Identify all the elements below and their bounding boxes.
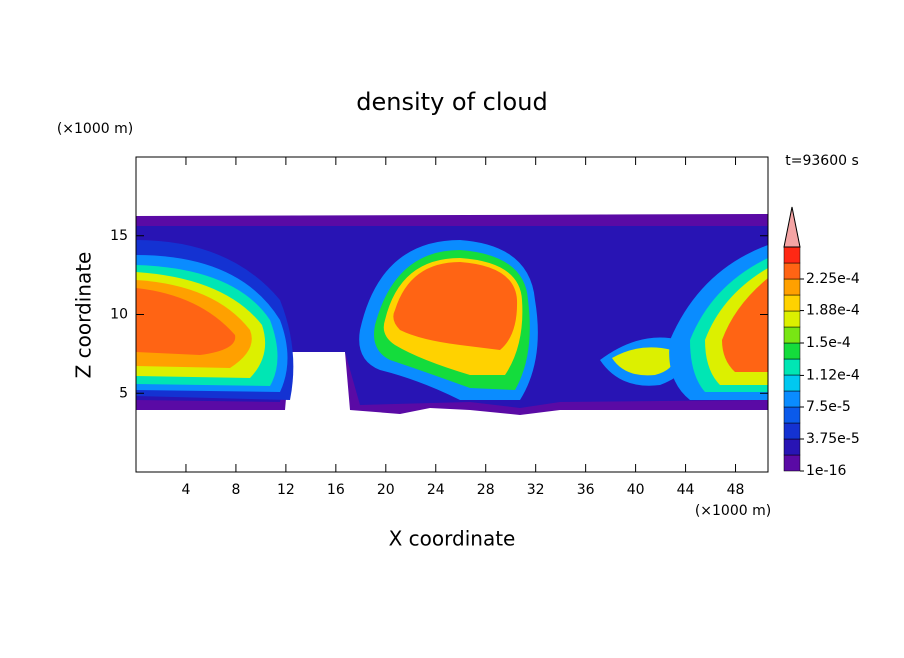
y-tick-label: 15	[110, 228, 128, 244]
y-tick-label: 10	[110, 307, 128, 323]
x-tick-label: 16	[327, 482, 345, 498]
colorbar-tick-label: 1e-16	[806, 463, 846, 479]
colorbar-band	[783, 390, 801, 408]
chart-title: density of cloud	[356, 88, 547, 116]
x-tick-label: 12	[277, 482, 295, 498]
x-tick-label: 8	[231, 482, 240, 498]
colorbar-band	[783, 310, 801, 328]
x-axis-label: X coordinate	[389, 527, 516, 551]
colorbar-tick-label: 2.25e-4	[806, 271, 860, 287]
colorbar-band	[783, 246, 801, 264]
colorbar-band	[783, 326, 801, 344]
colorbar-tick-label: 1.12e-4	[806, 367, 860, 383]
y-unit: (×1000 m)	[57, 121, 133, 137]
colorbar-band	[783, 422, 801, 440]
x-tick-label: 20	[377, 482, 395, 498]
contour-field	[136, 214, 768, 415]
colorbar-band	[783, 262, 801, 280]
colorbar-band	[783, 454, 801, 472]
colorbar-band	[783, 438, 801, 456]
colorbar-tick-label: 1.5e-4	[806, 335, 851, 351]
time-label: t=93600 s	[785, 153, 859, 169]
y-axis-label: Z coordinate	[72, 252, 96, 379]
colorbar-tick-label: 7.5e-5	[806, 399, 851, 415]
x-tick-label: 44	[677, 482, 695, 498]
x-tick-label: 36	[577, 482, 595, 498]
y-tick-label: 5	[119, 385, 128, 401]
x-tick-label: 32	[527, 482, 545, 498]
x-tick-label: 48	[727, 482, 745, 498]
colorbar-tick-label: 1.88e-4	[806, 303, 860, 319]
x-tick-label: 40	[627, 482, 645, 498]
colorbar-band	[783, 342, 801, 360]
colorbar-band	[783, 406, 801, 424]
colorbar-band	[783, 294, 801, 312]
x-tick-label: 4	[181, 482, 190, 498]
colorbar-tick-label: 3.75e-5	[806, 431, 860, 447]
colorbar-extend	[783, 206, 801, 248]
x-tick-label: 28	[477, 482, 495, 498]
colorbar-band	[783, 358, 801, 376]
x-tick-label: 24	[427, 482, 445, 498]
colorbar-band	[783, 278, 801, 296]
x-unit: (×1000 m)	[695, 503, 771, 519]
colorbar-band	[783, 374, 801, 392]
